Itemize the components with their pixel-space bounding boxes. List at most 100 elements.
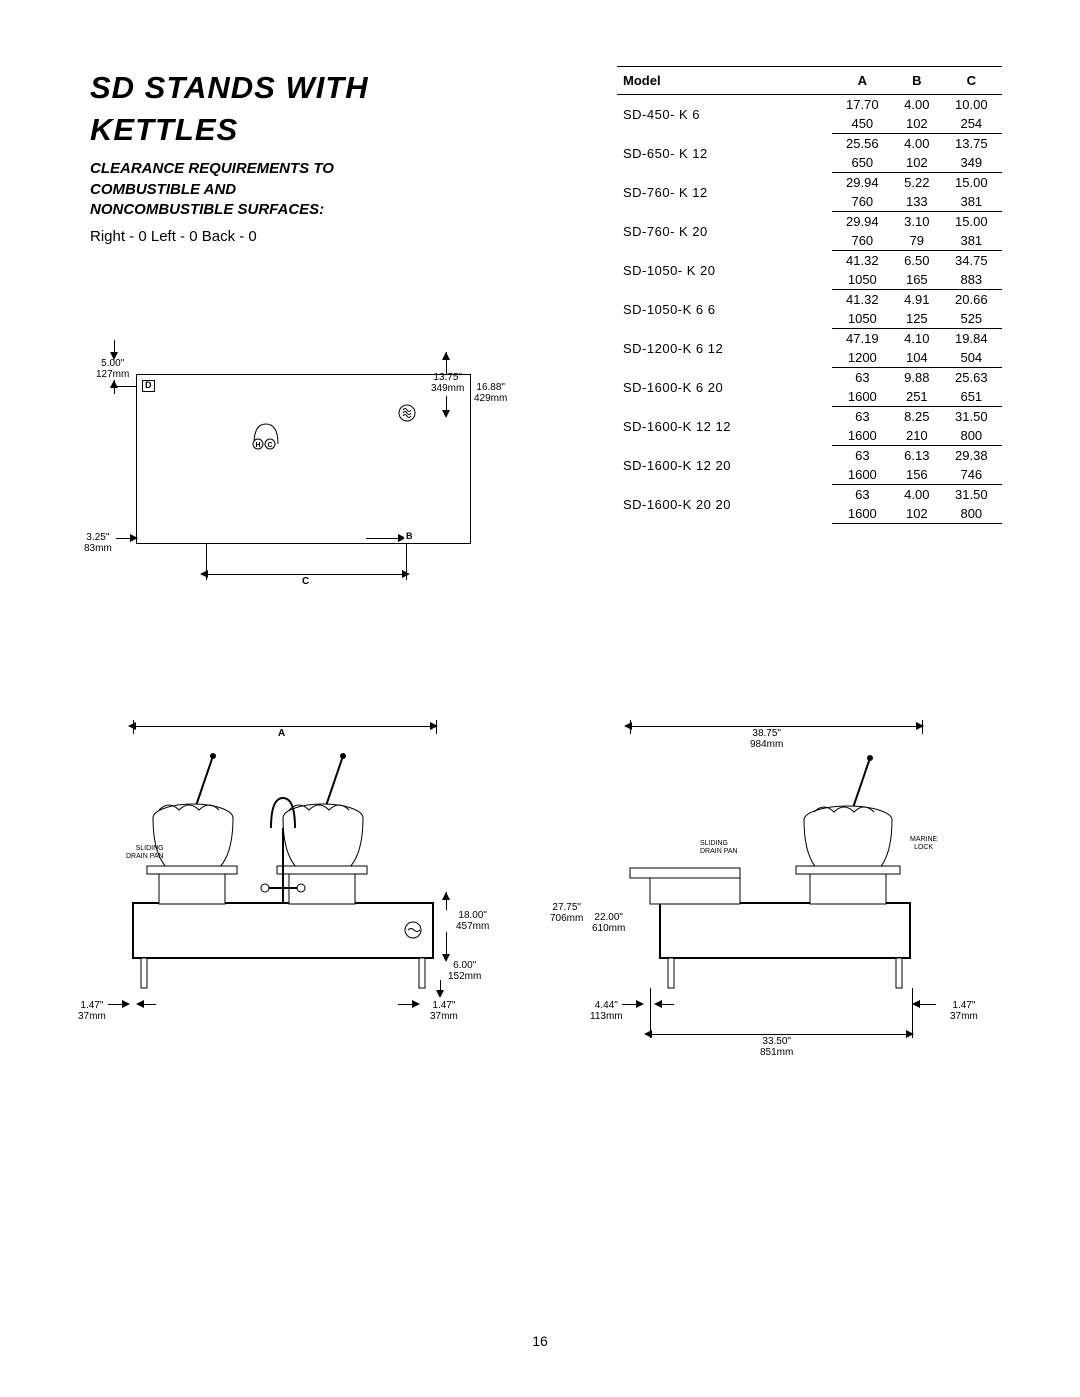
cell-model: SD-1600-K 12 12 bbox=[617, 407, 832, 446]
cell-a2: 1200 bbox=[832, 348, 893, 368]
cell-model: SD-1600-K 12 20 bbox=[617, 446, 832, 485]
subtitle-l2: COMBUSTIBLE AND bbox=[90, 181, 236, 198]
dim-1-47-l: 1.47" 37mm bbox=[78, 1000, 106, 1022]
d-label-box: D bbox=[142, 380, 155, 392]
cell-b2: 210 bbox=[893, 426, 941, 446]
cell-model: SD-450- K 6 bbox=[617, 95, 832, 134]
side-sliding: SLIDING DRAIN PAN bbox=[700, 840, 738, 855]
table-row: SD-450- K 617.704.0010.00 bbox=[617, 95, 1002, 115]
cell-b1: 4.00 bbox=[893, 485, 941, 505]
cell-b2: 125 bbox=[893, 309, 941, 329]
kettle-side-svg bbox=[620, 748, 940, 998]
dim-3-25: 3.25" 83mm bbox=[84, 532, 112, 554]
cell-c1: 13.75 bbox=[941, 134, 1002, 154]
cell-c1: 25.63 bbox=[941, 368, 1002, 388]
cell-model: SD-1050- K 20 bbox=[617, 251, 832, 290]
marine-lock: MARINE LOCK bbox=[910, 836, 937, 851]
cell-model: SD-760- K 20 bbox=[617, 212, 832, 251]
cell-a1: 25.56 bbox=[832, 134, 893, 154]
cell-b2: 102 bbox=[893, 153, 941, 173]
faucet-icons: H C bbox=[246, 420, 286, 450]
cell-c1: 19.84 bbox=[941, 329, 1002, 349]
cell-a1: 29.94 bbox=[832, 173, 893, 193]
table-row: SD-760- K 2029.943.1015.00 bbox=[617, 212, 1002, 232]
cell-c2: 349 bbox=[941, 153, 1002, 173]
cell-c2: 381 bbox=[941, 231, 1002, 251]
cell-a1: 41.32 bbox=[832, 251, 893, 271]
drain-icon bbox=[396, 402, 418, 424]
cell-c2: 883 bbox=[941, 270, 1002, 290]
page: SD STANDS WITH KETTLES CLEARANCE REQUIRE… bbox=[0, 0, 1080, 1397]
cell-a1: 63 bbox=[832, 407, 893, 427]
dim-33-50: 33.50" 851mm bbox=[760, 1036, 793, 1058]
kettle-front-svg bbox=[123, 738, 453, 998]
cell-c2: 651 bbox=[941, 387, 1002, 407]
cell-a2: 1600 bbox=[832, 465, 893, 485]
cell-model: SD-650- K 12 bbox=[617, 134, 832, 173]
dim-4-44: 4.44" 113mm bbox=[590, 1000, 623, 1022]
cell-model: SD-1600-K 6 20 bbox=[617, 368, 832, 407]
subtitle-l3: NONCOMBUSTIBLE SURFACES: bbox=[90, 201, 324, 218]
cell-b2: 133 bbox=[893, 192, 941, 212]
cell-c1: 31.50 bbox=[941, 485, 1002, 505]
cell-c2: 525 bbox=[941, 309, 1002, 329]
cell-model: SD-1200-K 6 12 bbox=[617, 329, 832, 368]
cell-c2: 746 bbox=[941, 465, 1002, 485]
cell-c2: 254 bbox=[941, 114, 1002, 134]
cell-a2: 1050 bbox=[832, 309, 893, 329]
table-row: SD-1600-K 12 20636.1329.38 bbox=[617, 446, 1002, 466]
cell-b1: 4.00 bbox=[893, 95, 941, 115]
cell-model: SD-1600-K 20 20 bbox=[617, 485, 832, 524]
b-label: B bbox=[404, 532, 415, 542]
svg-text:H: H bbox=[255, 442, 260, 449]
cell-c1: 10.00 bbox=[941, 95, 1002, 115]
cell-b2: 102 bbox=[893, 504, 941, 524]
cell-a1: 29.94 bbox=[832, 212, 893, 232]
table-row: SD-650- K 1225.564.0013.75 bbox=[617, 134, 1002, 154]
cell-c2: 800 bbox=[941, 504, 1002, 524]
table-row: SD-1050-K 6 641.324.9120.66 bbox=[617, 290, 1002, 310]
cell-b1: 4.10 bbox=[893, 329, 941, 349]
dim-22-00: 22.00" 610mm bbox=[592, 912, 625, 934]
cell-b1: 8.25 bbox=[893, 407, 941, 427]
cell-a2: 650 bbox=[832, 153, 893, 173]
table-head: Model A B C bbox=[617, 67, 1002, 95]
table-row: SD-1600-K 12 12638.2531.50 bbox=[617, 407, 1002, 427]
cell-c1: 15.00 bbox=[941, 173, 1002, 193]
diagram-front-view: A bbox=[78, 720, 518, 1050]
cell-a1: 41.32 bbox=[832, 290, 893, 310]
cell-c2: 800 bbox=[941, 426, 1002, 446]
cell-a2: 1050 bbox=[832, 270, 893, 290]
dim-1-47-s: 1.47" 37mm bbox=[950, 1000, 978, 1022]
cell-a2: 1600 bbox=[832, 387, 893, 407]
cell-a2: 1600 bbox=[832, 504, 893, 524]
cell-c1: 34.75 bbox=[941, 251, 1002, 271]
diagram-top-view: D H C 5.00" 127mm 3.25" 83mm bbox=[86, 340, 516, 600]
cell-a1: 63 bbox=[832, 368, 893, 388]
cell-b1: 6.50 bbox=[893, 251, 941, 271]
cell-c1: 15.00 bbox=[941, 212, 1002, 232]
th-model: Model bbox=[617, 67, 832, 95]
subtitle-l1: CLEARANCE REQUIREMENTS TO bbox=[90, 160, 334, 177]
cell-c2: 381 bbox=[941, 192, 1002, 212]
diagram-side-view: 38.75" 984mm SLIDING bbox=[550, 720, 1010, 1060]
dim-27-75: 27.75" 706mm bbox=[550, 902, 583, 924]
cell-b2: 251 bbox=[893, 387, 941, 407]
cell-b1: 3.10 bbox=[893, 212, 941, 232]
cell-a1: 17.70 bbox=[832, 95, 893, 115]
cell-a2: 760 bbox=[832, 231, 893, 251]
dim-5-00: 5.00" 127mm bbox=[96, 358, 129, 380]
table-row: SD-1600-K 20 20634.0031.50 bbox=[617, 485, 1002, 505]
cell-b2: 102 bbox=[893, 114, 941, 134]
dim-13-75: 13.75" 349mm bbox=[431, 372, 464, 394]
svg-text:C: C bbox=[267, 442, 272, 449]
cell-b1: 4.00 bbox=[893, 134, 941, 154]
page-number: 16 bbox=[0, 1333, 1080, 1349]
cell-c2: 504 bbox=[941, 348, 1002, 368]
cell-b1: 5.22 bbox=[893, 173, 941, 193]
cell-a1: 63 bbox=[832, 485, 893, 505]
table-body: SD-450- K 617.704.0010.00450102254SD-650… bbox=[617, 95, 1002, 524]
th-a: A bbox=[832, 67, 893, 95]
cell-b1: 9.88 bbox=[893, 368, 941, 388]
cell-model: SD-760- K 12 bbox=[617, 173, 832, 212]
